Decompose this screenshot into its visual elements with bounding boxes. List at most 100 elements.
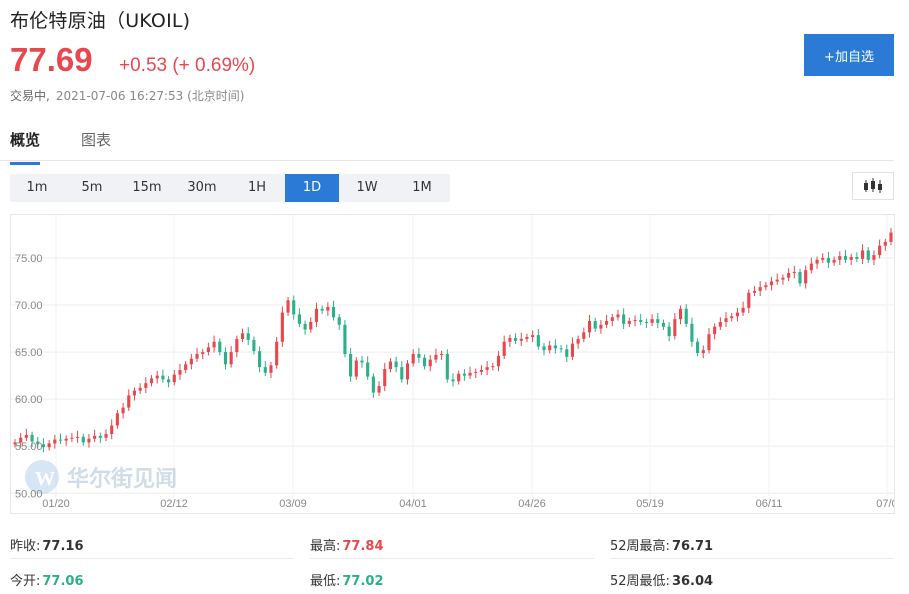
add-to-watchlist-button[interactable]: +加自选 bbox=[804, 34, 894, 76]
high52-value: 76.71 bbox=[671, 539, 714, 554]
candle-body bbox=[650, 319, 654, 323]
chart-type-button[interactable] bbox=[852, 172, 894, 200]
candle-body bbox=[30, 434, 34, 442]
candle-body bbox=[792, 272, 796, 274]
price-change: +0.53 (+ 0.69%) bbox=[119, 55, 256, 76]
candle-body bbox=[229, 352, 233, 365]
watermark-logo-icon bbox=[25, 460, 59, 494]
candle-body bbox=[394, 361, 398, 368]
candle-body bbox=[838, 256, 842, 260]
candle-body bbox=[172, 374, 176, 383]
y-tick-label: 55.00 bbox=[15, 441, 43, 453]
tab-chart[interactable]: 图表 bbox=[81, 131, 112, 149]
candle-body bbox=[400, 367, 404, 380]
candle-body bbox=[599, 324, 603, 329]
candle-body bbox=[747, 292, 751, 308]
candle-body bbox=[576, 338, 580, 344]
candle-body bbox=[212, 341, 216, 348]
low52-label: 52周最低: bbox=[610, 574, 670, 589]
candlestick-chart: W 华尔街见闻 75.00 70.00 65.00 60.00 55.00 50.0001… bbox=[11, 215, 894, 510]
candle-body bbox=[383, 369, 387, 386]
candle-body bbox=[184, 364, 188, 370]
candle-body bbox=[115, 413, 119, 426]
candle-body bbox=[309, 321, 313, 330]
candle-body bbox=[872, 255, 876, 260]
candle-body bbox=[155, 375, 159, 379]
candle-body bbox=[707, 334, 711, 351]
page-title: 布伦特原油（UKOIL) bbox=[10, 10, 191, 32]
status-text: 交易中, bbox=[10, 89, 50, 103]
x-tick-label: 05/19 bbox=[636, 498, 664, 510]
candle-body bbox=[58, 439, 63, 441]
y-tick-label: 65.00 bbox=[15, 347, 43, 359]
y-tick-label: 75.00 bbox=[15, 253, 43, 265]
period-5m[interactable]: 5m bbox=[81, 180, 103, 195]
candle-body bbox=[519, 338, 523, 341]
period-30m[interactable]: 30m bbox=[187, 180, 217, 195]
candle-body bbox=[559, 348, 563, 350]
x-tick-label: 02/12 bbox=[160, 498, 188, 510]
low-value: 77.02 bbox=[342, 574, 384, 589]
period-1d[interactable]: 1D bbox=[285, 174, 339, 202]
candle-body bbox=[53, 439, 57, 444]
period-15m[interactable]: 15m bbox=[132, 180, 162, 195]
candle-body bbox=[240, 333, 245, 339]
tab-bar: 概览 图表 bbox=[0, 125, 894, 165]
period-selector: 1m 5m 15m 30m 1H 1D 1W 1M bbox=[10, 174, 450, 202]
timestamp: 2021-07-06 16:27:53 (北京时间) bbox=[55, 89, 245, 103]
candle-body bbox=[314, 308, 319, 322]
candle-body bbox=[843, 256, 848, 260]
candle-body bbox=[76, 436, 80, 438]
candle-body bbox=[781, 277, 785, 280]
candle-body bbox=[252, 339, 256, 352]
candle-body bbox=[388, 361, 392, 370]
period-1w[interactable]: 1W bbox=[356, 180, 378, 195]
x-tick-label: 04/01 bbox=[399, 498, 427, 510]
candle-body bbox=[132, 390, 137, 396]
candle-body bbox=[821, 257, 825, 260]
candle-body bbox=[764, 285, 768, 288]
stat-open: 今开: 77.06 bbox=[10, 570, 84, 589]
x-tick-label: 01/20 bbox=[42, 498, 70, 510]
tab-overview[interactable]: 概览 bbox=[10, 129, 41, 165]
candle-body bbox=[639, 320, 643, 322]
prev-close-value: 77.16 bbox=[42, 539, 84, 554]
stat-52w-high: 52周最高: 76.71 bbox=[610, 535, 713, 554]
x-tick-label: 03/09 bbox=[279, 498, 307, 510]
candle-body bbox=[343, 324, 347, 354]
candle-body bbox=[878, 245, 882, 256]
candlestick-icon bbox=[864, 178, 882, 193]
candle-body bbox=[462, 373, 466, 376]
candle-body bbox=[349, 353, 353, 377]
stat-prev-close: 昨收: 77.16 bbox=[10, 535, 84, 554]
candle-body bbox=[730, 316, 734, 319]
candle-body bbox=[297, 314, 301, 324]
candle-body bbox=[258, 351, 262, 368]
period-1m[interactable]: 1m bbox=[26, 180, 48, 195]
candle-body bbox=[104, 433, 108, 438]
candle-body bbox=[36, 441, 40, 445]
candle-body bbox=[286, 300, 290, 313]
candle-body bbox=[167, 379, 171, 383]
candle-body bbox=[525, 337, 529, 339]
candle-body bbox=[303, 323, 307, 330]
candle-body bbox=[508, 337, 512, 342]
y-tick-label: 70.00 bbox=[15, 300, 43, 312]
candle-body bbox=[366, 362, 370, 377]
period-1h[interactable]: 1H bbox=[247, 180, 267, 195]
price-chart[interactable]: W 华尔街见闻 75.00 70.00 65.00 60.00 55.00 50.00 01… bbox=[10, 214, 895, 514]
candle-body bbox=[855, 257, 859, 259]
candle-body bbox=[735, 312, 739, 317]
divider bbox=[610, 558, 894, 559]
candle-body bbox=[713, 326, 717, 335]
candle-body bbox=[678, 308, 683, 320]
candle-body bbox=[428, 359, 432, 367]
candle-body bbox=[218, 341, 222, 353]
candle-body bbox=[889, 232, 893, 242]
last-price: 77.69 bbox=[10, 41, 93, 78]
candle-body bbox=[542, 346, 546, 351]
candle-body bbox=[587, 321, 592, 333]
y-tick-label: 60.00 bbox=[15, 394, 43, 406]
period-1mo[interactable]: 1M bbox=[412, 180, 432, 195]
candle-body bbox=[491, 366, 495, 368]
